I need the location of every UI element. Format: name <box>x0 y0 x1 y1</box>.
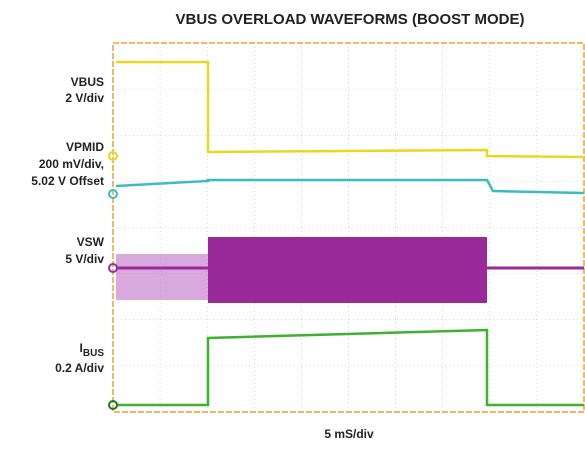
channel-name: VPMID <box>66 140 104 154</box>
trace-green <box>116 328 584 407</box>
marker <box>108 400 118 410</box>
channel-name: VBUS <box>71 75 104 89</box>
chart-title: VBUS OVERLOAD WAVEFORMS (BOOST MODE) <box>176 11 525 28</box>
marker <box>108 189 118 199</box>
channel-scale: 0.2 A/div <box>55 361 104 375</box>
channel-name-sub: BUS <box>83 348 104 359</box>
channel-scale: 5 V/div <box>65 252 104 266</box>
marker <box>108 151 118 161</box>
trace-yellow <box>116 60 585 159</box>
channel-name-main: I <box>80 341 83 355</box>
trace-purple-band <box>208 237 487 303</box>
channel-name: VSW <box>77 235 105 249</box>
channel-offset: 5.02 V Offset <box>31 174 104 188</box>
grid <box>113 43 584 412</box>
trace-purple-band <box>116 254 208 300</box>
trace-cyan <box>115 178 585 195</box>
x-axis-label: 5 mS/div <box>324 427 374 441</box>
channel-scale: 2 V/div <box>65 91 104 105</box>
marker <box>108 263 118 273</box>
channel-scale: 200 mV/div, <box>39 157 104 171</box>
plot-area <box>108 42 585 413</box>
channel-name: IBUS <box>80 341 105 359</box>
